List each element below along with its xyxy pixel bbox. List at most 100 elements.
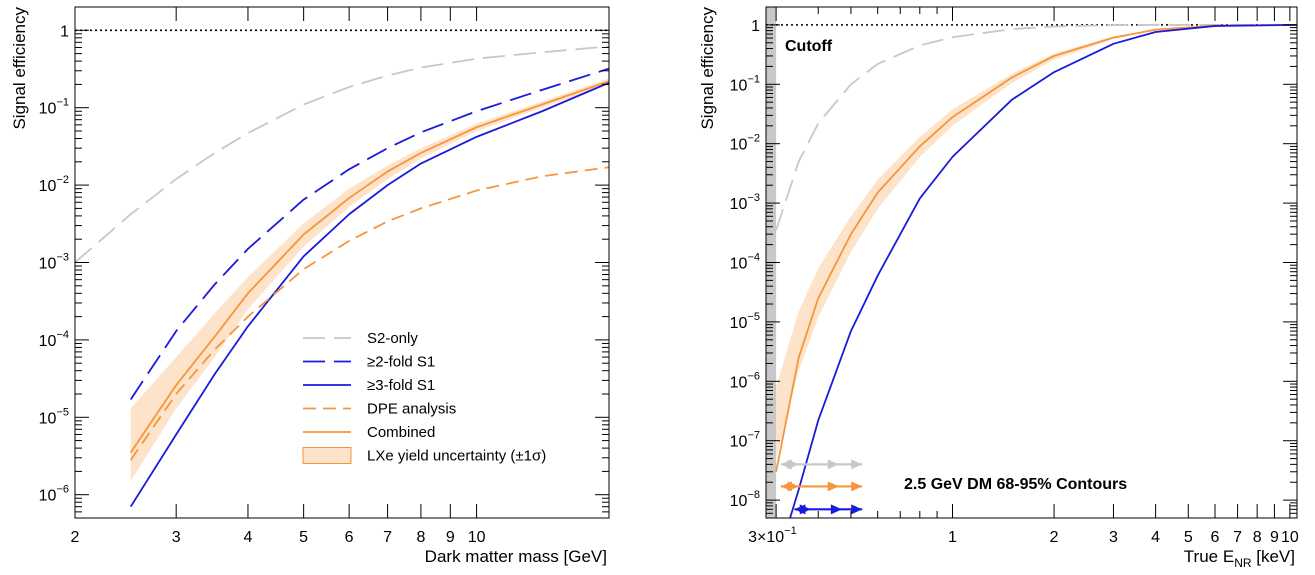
- y-tick-exponent: −4: [747, 252, 760, 264]
- y-tick-base: 1: [60, 23, 69, 40]
- series-line-threefold: [129, 81, 609, 508]
- x-tick-base: 4: [1151, 529, 1160, 546]
- x-tick-base: 1: [948, 529, 957, 546]
- y-tick-label: 10−8: [730, 489, 760, 510]
- x-tick-base: 7: [383, 529, 392, 546]
- y-tick-base: 10: [730, 196, 748, 213]
- y-tick-base: 10: [39, 488, 57, 505]
- y-tick-exponent: −2: [747, 133, 760, 145]
- series-line-combined: [775, 23, 1297, 472]
- y-tick-label: 10−3: [730, 192, 760, 213]
- x-tick-base: 7: [1233, 529, 1242, 546]
- x-tick-label: 6: [345, 529, 354, 546]
- x-tick-base: 9: [446, 529, 455, 546]
- y-tick-exponent: −6: [56, 484, 69, 496]
- y-tick-label: 10−7: [730, 430, 760, 451]
- legend-label-combined: Combined: [367, 424, 435, 441]
- x-tick-base: 4: [244, 529, 253, 546]
- series-line-twofold: [129, 67, 609, 400]
- x-tick-label: 5: [299, 529, 308, 546]
- y-tick-label: 1: [751, 18, 760, 35]
- y-tick-base: 1: [751, 18, 760, 35]
- x-tick-label: 2: [1050, 529, 1059, 546]
- legend-item-threefold: ≥3-fold S1: [303, 377, 435, 394]
- y-tick-label: 1: [60, 23, 69, 40]
- y-tick-base: 10: [730, 434, 748, 451]
- x-axis-title-main: Dark matter mass [GeV]: [425, 547, 607, 566]
- x-tick-label: 4: [244, 529, 253, 546]
- uncertainty-band: [130, 78, 609, 482]
- x-tick-base: 10: [468, 529, 486, 546]
- series-line-s2only: [75, 45, 609, 264]
- contour-arrow-95-right-combined: [851, 481, 863, 492]
- x-tick-base: 2: [71, 529, 80, 546]
- y-tick-label: 10−2: [39, 174, 69, 195]
- contour-arrow-68-right-s2only: [827, 459, 839, 470]
- y-tick-base: 10: [730, 493, 748, 510]
- x-axis: 3×10−1 1 2 3 4 5 6 7 8 9 10: [748, 7, 1299, 546]
- y-tick-base: 10: [730, 315, 748, 332]
- y-tick-label: 10−6: [730, 370, 760, 391]
- x-tick-base: 8: [416, 529, 425, 546]
- x-tick-base: 3: [1109, 529, 1118, 546]
- y-tick-base: 10: [39, 256, 57, 273]
- cutoff-label: Cutoff: [785, 38, 833, 55]
- y-tick-exponent: −5: [747, 311, 760, 323]
- x-tick-label: 1: [948, 529, 957, 546]
- x-tick-base: 2: [1050, 529, 1059, 546]
- y-axis-title: Signal efficiency: [10, 7, 29, 130]
- legend-label-twofold: ≥2-fold S1: [367, 354, 435, 371]
- x-tick-label: 9: [1270, 529, 1279, 546]
- legend-label-s2only: S2-only: [367, 330, 418, 347]
- legend-item-band: LXe yield uncertainty (±1σ): [302, 447, 546, 465]
- series-line-s2only: [775, 23, 1297, 231]
- y-tick-exponent: −2: [56, 174, 69, 186]
- series-line-combined: [129, 80, 609, 454]
- contours-annotation: 2.5 GeV DM 68-95% Contours: [904, 476, 1127, 493]
- y-tick-label: 10−6: [39, 484, 69, 505]
- x-tick-label: 4: [1151, 529, 1160, 546]
- x-tick-base: 3×10: [748, 529, 784, 546]
- legend-item-combined: Combined: [303, 424, 435, 441]
- y-axis: 10−810−710−610−510−410−310−210−11: [730, 6, 1297, 519]
- x-tick-label: 3: [1109, 529, 1118, 546]
- y-tick-base: 10: [39, 178, 57, 195]
- contour-s2only: [780, 459, 863, 470]
- x-tick-label: 2: [71, 529, 80, 546]
- x-tick-label: 5: [1184, 529, 1193, 546]
- y-tick-base: 10: [730, 374, 748, 391]
- contour-arrow-68-left-threefold: [799, 504, 811, 515]
- contour-arrow-68-right-combined: [827, 481, 839, 492]
- y-tick-label: 10−4: [730, 252, 760, 273]
- y-tick-base: 10: [730, 77, 748, 94]
- x-tick-label: 7: [1233, 529, 1242, 546]
- y-tick-exponent: −5: [56, 406, 69, 418]
- x-tick-label: 10: [468, 529, 486, 546]
- x-tick-label: 7: [383, 529, 392, 546]
- y-tick-exponent: −4: [56, 329, 69, 341]
- uncertainty-band: [776, 24, 1297, 459]
- contour-arrow-68-right-threefold: [830, 504, 842, 515]
- y-tick-label: 10−5: [730, 311, 760, 332]
- x-tick-label: 9: [446, 529, 455, 546]
- legend-swatch-band: [302, 447, 352, 464]
- x-tick-label: 8: [1253, 529, 1262, 546]
- y-tick-base: 10: [39, 101, 57, 118]
- y-axis: 10−610−510−410−310−210−11: [39, 6, 609, 519]
- y-tick-base: 10: [39, 333, 57, 350]
- right-chart-efficiency-vs-energy: 10−810−710−610−510−410−310−210−113×10−1 1…: [698, 6, 1299, 570]
- legend: S2-only ≥2-fold S1 ≥3-fold S1 DPE analysis C…: [302, 330, 546, 465]
- y-tick-label: 10−3: [39, 252, 69, 273]
- y-tick-exponent: −8: [747, 489, 760, 501]
- plot-area: [75, 29, 609, 508]
- legend-label-threefold: ≥3-fold S1: [367, 377, 435, 394]
- x-tick-base: 6: [1211, 529, 1220, 546]
- x-tick-base: 9: [1270, 529, 1279, 546]
- legend-item-twofold: ≥2-fold S1: [303, 354, 435, 371]
- x-axis-title-main: True E: [1184, 547, 1234, 566]
- contour-arrow-95-right-threefold: [851, 504, 863, 515]
- x-tick-label: 3×10−1: [748, 525, 797, 546]
- y-tick-exponent: −3: [56, 252, 69, 264]
- x-axis: 2 3 4 5 6 7 8 9 10: [71, 7, 486, 546]
